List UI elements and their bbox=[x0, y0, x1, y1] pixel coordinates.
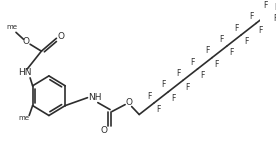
Text: F: F bbox=[275, 3, 276, 12]
Text: O: O bbox=[23, 37, 30, 46]
Text: F: F bbox=[258, 26, 263, 35]
Text: F: F bbox=[190, 58, 195, 67]
Text: F: F bbox=[176, 69, 181, 78]
Text: F: F bbox=[249, 12, 253, 21]
Text: me: me bbox=[7, 24, 18, 30]
Text: F: F bbox=[205, 46, 209, 55]
Text: F: F bbox=[244, 37, 248, 46]
Text: HN: HN bbox=[18, 68, 31, 77]
Text: F: F bbox=[273, 14, 276, 23]
Text: F: F bbox=[171, 94, 175, 103]
Text: F: F bbox=[264, 1, 268, 10]
Text: F: F bbox=[234, 24, 239, 33]
Text: F: F bbox=[147, 92, 151, 101]
Text: F: F bbox=[220, 35, 224, 44]
Text: O: O bbox=[101, 126, 108, 135]
Text: me: me bbox=[18, 115, 29, 121]
Text: F: F bbox=[156, 105, 161, 114]
Text: F: F bbox=[185, 83, 190, 92]
Text: F: F bbox=[215, 60, 219, 69]
Text: F: F bbox=[200, 71, 205, 80]
Text: NH: NH bbox=[88, 93, 102, 102]
Text: F: F bbox=[161, 81, 166, 89]
Text: F: F bbox=[229, 48, 234, 58]
Text: O: O bbox=[58, 32, 65, 41]
Text: O: O bbox=[125, 98, 132, 107]
